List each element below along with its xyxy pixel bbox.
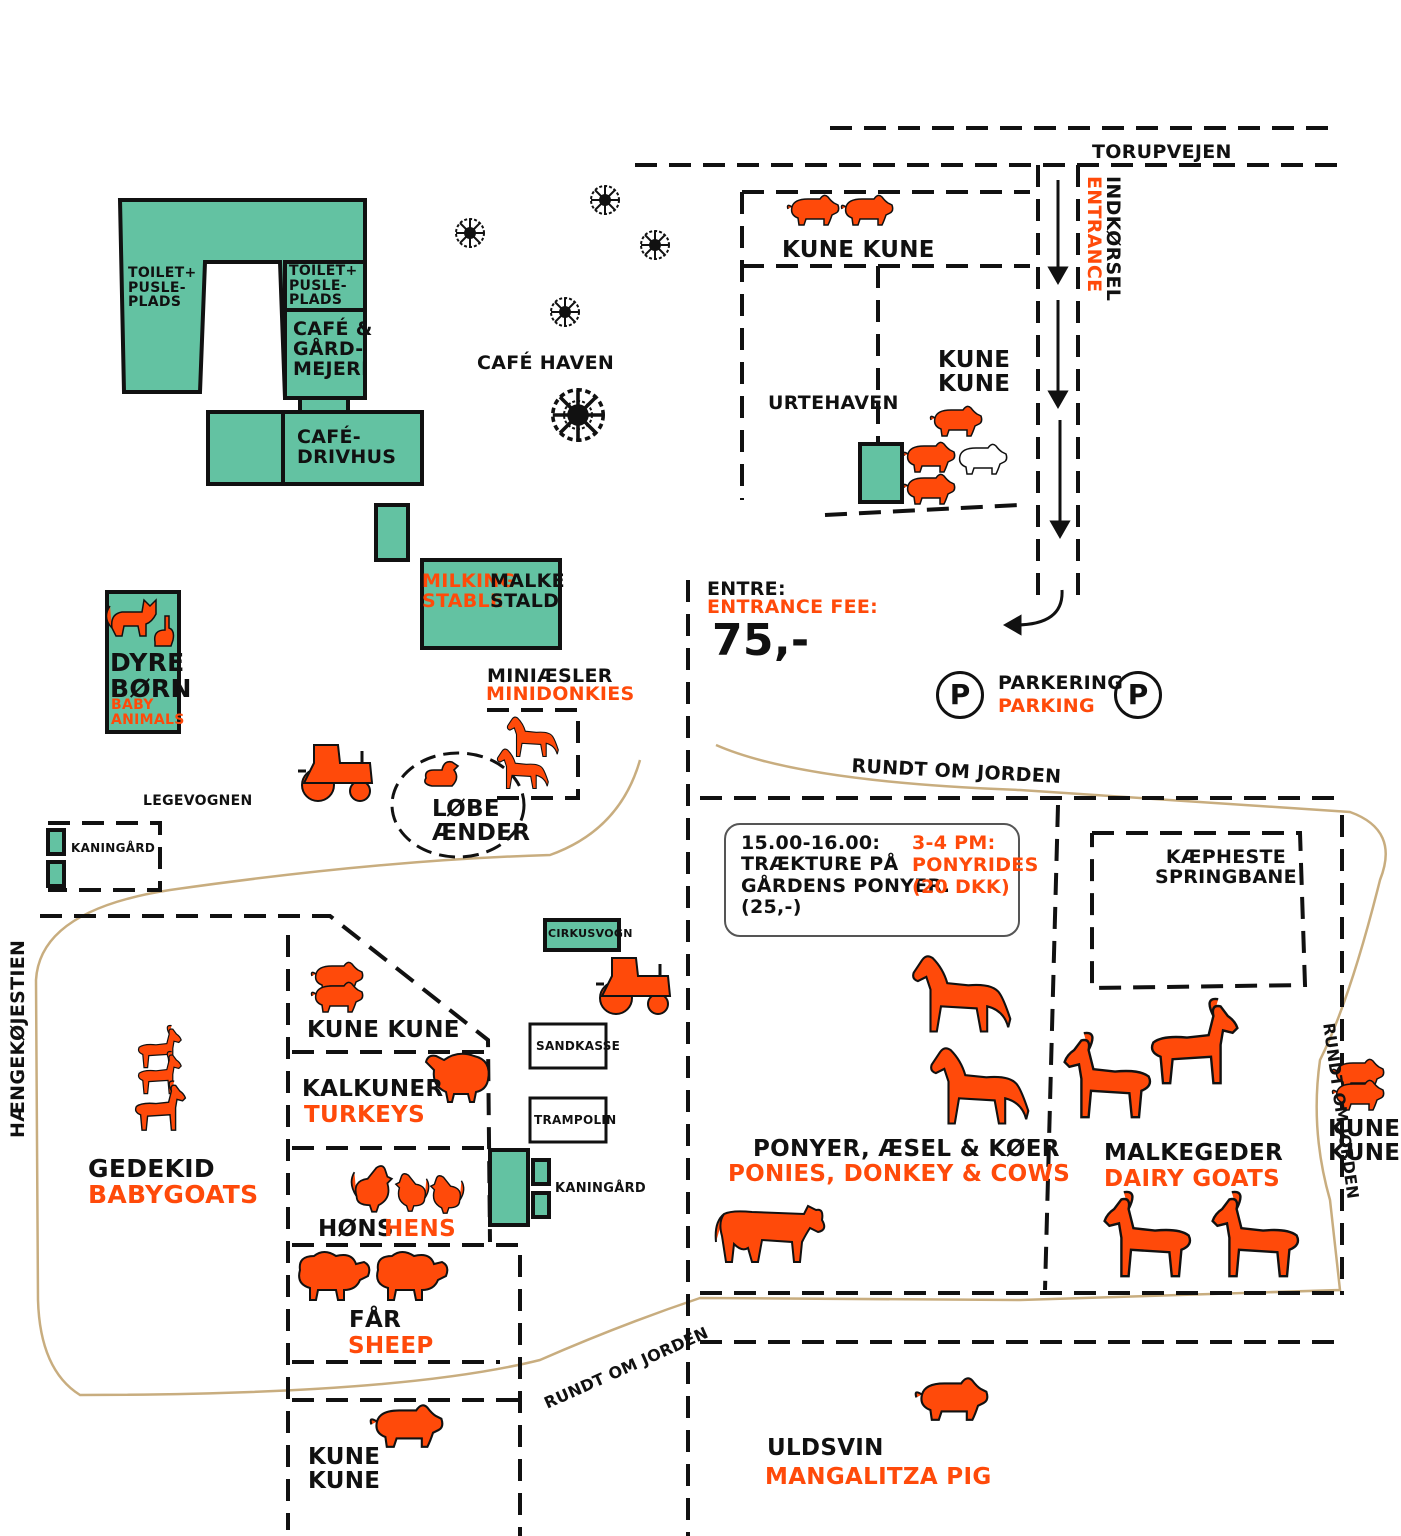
turkeys-label: TURKEYS: [304, 1102, 425, 1128]
kalkuner-label: KALKUNER: [302, 1076, 444, 1102]
entrance-label: ENTRANCE: [1083, 176, 1105, 293]
urtehaven-label: URTEHAVEN: [768, 392, 899, 414]
entrance-fee-label: ENTRANCE FEE:: [707, 596, 879, 618]
hens-label: HENS: [384, 1216, 456, 1242]
toilet-left-label: TOILET+ PUSLE- PLADS: [128, 265, 197, 311]
cirkusvogn-block: [543, 918, 621, 952]
mangalitza-label: MANGALITZA PIG: [765, 1464, 992, 1490]
lobeaender-pen: [390, 751, 526, 859]
trampolin-label: TRAMPOLIN: [534, 1113, 617, 1127]
kune-left-label: KUNE KUNE: [307, 1017, 460, 1043]
parking-icon: P: [936, 671, 984, 719]
malkegeder-label: MALKEGEDER: [1104, 1140, 1283, 1166]
lobeaender-label: LØBE ÆNDER: [432, 796, 531, 847]
buildings: [46, 198, 904, 1227]
ponies-label: PONIES, DONKEY & COWS: [728, 1161, 1071, 1187]
trampolin-box: [528, 1096, 608, 1144]
kune-bottom-label: KUNE KUNE: [308, 1444, 381, 1495]
cirkusvogn-label: CIRKUSVOGN: [548, 927, 633, 940]
animal-icons: [105, 194, 1385, 1448]
minidonkies-label: MINIDONKIES: [486, 683, 635, 705]
fences: [40, 126, 1344, 1536]
rundt-om-jorden-path: [34, 743, 1387, 1397]
entrance-fee-amount: 75,-: [712, 615, 810, 666]
torupvejen-label: TORUPVEJEN: [1092, 141, 1232, 163]
trees: [455, 185, 670, 443]
cat-icon: [105, 598, 157, 637]
ponyer-label: PONYER, ÆSEL & KØER: [753, 1136, 1060, 1162]
ponyrides-info-box: [724, 823, 1020, 937]
toilet-right-label: TOILET+ PUSLE- PLADS: [289, 263, 358, 309]
cafe-drivhus-label: CAFÉ- DRIVHUS: [297, 426, 397, 468]
uldsvin-label: ULDSVIN: [767, 1435, 884, 1461]
legevognen-label: LEGEVOGNEN: [143, 793, 253, 809]
sandkasse-box: [528, 1022, 608, 1070]
ponyrides-da-text: 15.00-16.00: TRÆKTURE PÅ GÅRDENS PONYER. (2…: [741, 832, 951, 918]
dyreborn-label: DYRE BØRN: [110, 648, 192, 704]
baby-animals-label: BABY ANIMALS: [111, 697, 185, 728]
kune-mid-label: KUNE KUNE: [938, 347, 1011, 398]
kaepheste-label: KÆPHESTE SPRINGBANE: [1155, 846, 1297, 888]
malkestald-da-label: MALKE STALD: [490, 570, 565, 612]
hons-label: HØNS: [318, 1216, 394, 1242]
entrance-arrows: [1002, 180, 1071, 636]
entre-label: ENTRE:: [707, 578, 786, 600]
parking-icon: P: [1114, 671, 1162, 719]
kune-top-label: KUNE KUNE: [782, 237, 935, 263]
kaningard-right-label: KANINGÅRD: [555, 1181, 646, 1196]
sandkasse-label: SANDKASSE: [536, 1039, 621, 1053]
ponyrides-en-text: 3-4 PM: PONYRIDES (20 DKK): [912, 832, 1039, 898]
cafe-mejeri-label: CAFÉ & GÅRD- MEJERI: [293, 318, 373, 380]
kune-right-label: KUNE KUNE: [1328, 1116, 1401, 1167]
far-label: FÅR: [349, 1307, 402, 1333]
kaningard-left-label: KANINGÅRD: [71, 841, 156, 855]
cafe-haven-label: CAFÉ HAVEN: [477, 352, 615, 374]
gedekid-label: GEDEKID: [88, 1154, 215, 1183]
rabbit-icon: [153, 615, 175, 647]
cafe-drivhus-block: [206, 410, 424, 486]
parkering-label: PARKERING: [998, 672, 1124, 694]
miniaesler-label: MINIÆSLER: [487, 665, 613, 687]
indkorsel-label: INDKØRSEL: [1102, 176, 1124, 302]
parking-label: PARKING: [998, 695, 1095, 717]
dairy-goats-label: DAIRY GOATS: [1104, 1166, 1280, 1192]
malkestald-label: MILKING STABLE: [422, 570, 516, 612]
malkestald-block: [420, 558, 562, 650]
babygoats-label: BABYGOATS: [88, 1180, 259, 1209]
haengekoejestien-label: HÆNGEKØJESTIEN: [7, 939, 29, 1138]
sheep-label: SHEEP: [348, 1333, 434, 1359]
